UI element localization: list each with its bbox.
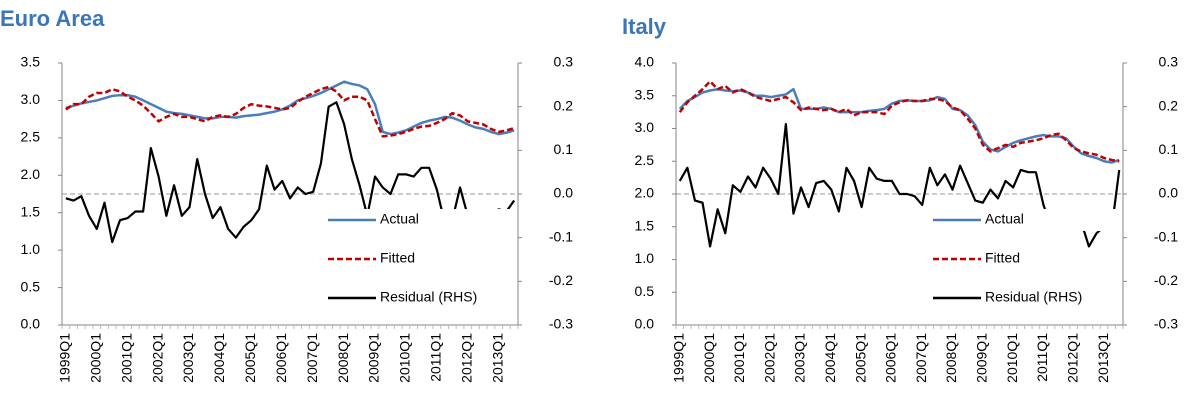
x-tick-label: 2002Q1 [149,333,165,383]
legend-bg [931,287,1117,309]
x-tick-label: 2007Q1 [913,333,929,383]
legend-label: Fitted [985,250,1020,266]
x-tick-label: 2011Q1 [1034,333,1050,382]
x-tick-label: 2009Q1 [366,333,382,383]
series-line [65,85,515,138]
y-tick-label: 0.0 [21,316,41,332]
y2-tick-label: -0.2 [549,272,573,288]
y2-tick-label: 0.0 [554,185,574,201]
y-tick-label: 0.0 [635,316,655,332]
x-tick-label: 2012Q1 [458,333,474,383]
x-tick-label: 2010Q1 [397,333,413,383]
x-tick-label: 2009Q1 [974,333,990,383]
x-tick-label: 2000Q1 [701,333,717,383]
x-tick-label: 2006Q1 [883,333,899,383]
legend-label: Fitted [380,250,415,266]
x-tick-label: 2002Q1 [761,333,777,383]
x-tick-label: 2004Q1 [211,333,227,383]
y-tick-label: 2.5 [635,152,655,168]
chart-title: Euro Area [0,6,105,31]
y2-tick-label: -0.1 [1154,228,1178,244]
y2-tick-label: 0.1 [1159,141,1179,157]
x-tick-label: 2000Q1 [87,333,103,383]
y-tick-label: 1.0 [21,241,41,257]
y2-tick-label: 0.3 [554,54,574,70]
x-tick-label: 2006Q1 [273,333,289,383]
legend-bg [931,248,1117,270]
y-tick-label: 0.5 [21,278,41,294]
x-tick-label: 2005Q1 [242,333,258,383]
chart-title: Italy [622,14,667,39]
y2-tick-label: 0.2 [1159,97,1179,113]
legend-bg [931,209,1117,231]
x-tick-label: 2007Q1 [304,333,320,383]
x-tick-label: 2003Q1 [792,333,808,383]
x-tick-label: 2001Q1 [731,333,747,383]
legend-label: Residual (RHS) [380,289,477,305]
y2-tick-label: -0.2 [1154,272,1178,288]
legend-label: Actual [985,211,1024,227]
y-tick-label: 2.0 [21,166,41,182]
x-tick-label: 2008Q1 [943,333,959,383]
y-tick-label: 0.5 [635,283,655,299]
y2-tick-label: -0.1 [549,228,573,244]
y-tick-label: 3.0 [635,119,655,135]
x-tick-label: 2004Q1 [822,333,838,383]
y-tick-label: 3.0 [21,91,41,107]
series-line [65,101,516,244]
legend-label: Actual [380,211,419,227]
series-line [678,87,1120,164]
y2-tick-label: -0.3 [1154,316,1178,332]
x-tick-label: 2008Q1 [335,333,351,383]
x-tick-label: 2013Q1 [1095,333,1111,383]
y-tick-label: 2.0 [635,185,655,201]
x-tick-label: 2011Q1 [428,333,444,382]
x-tick-label: 2012Q1 [1064,333,1080,383]
x-tick-label: 2003Q1 [180,333,196,383]
y-tick-label: 3.5 [21,54,41,70]
legend-bg [326,248,512,270]
y-tick-label: 3.5 [635,86,655,102]
y2-tick-label: 0.3 [1159,54,1179,70]
y-tick-label: 1.0 [635,250,655,266]
y2-tick-label: 0.2 [554,97,574,113]
x-tick-label: 1999Q1 [57,333,73,383]
y2-tick-label: 0.0 [1159,185,1179,201]
y-tick-label: 1.5 [635,217,655,233]
y2-tick-label: 0.1 [554,141,574,157]
x-tick-label: 2010Q1 [1004,333,1020,383]
legend-bg [326,209,512,231]
legend-label: Residual (RHS) [985,289,1082,305]
x-tick-label: 2013Q1 [489,333,505,383]
y-tick-label: 1.5 [21,203,41,219]
x-tick-label: 1999Q1 [670,333,686,383]
x-tick-label: 2001Q1 [118,333,134,383]
series-line [678,80,1120,163]
series-line [65,80,515,136]
y-tick-label: 4.0 [635,54,655,70]
y-tick-label: 2.5 [21,129,41,145]
x-tick-label: 2005Q1 [852,333,868,383]
y2-tick-label: -0.3 [549,316,573,332]
legend-bg [326,287,512,309]
